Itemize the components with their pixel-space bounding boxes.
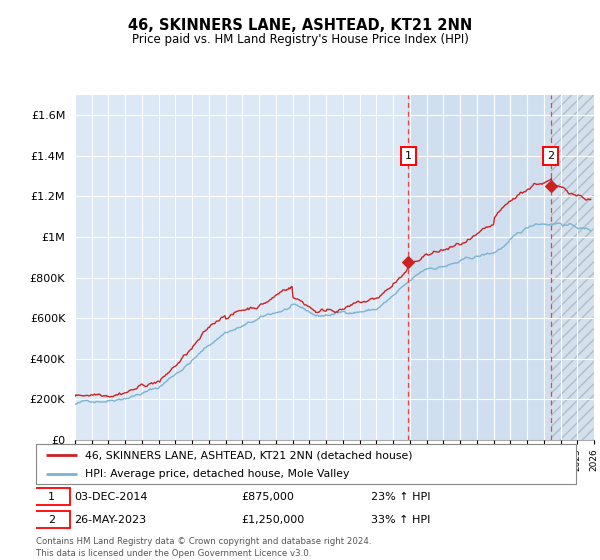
Point [546,182,556,191]
Text: Contains HM Land Registry data © Crown copyright and database right 2024.
This d: Contains HM Land Registry data © Crown c… [36,537,371,558]
FancyBboxPatch shape [34,511,70,528]
Text: £1,250,000: £1,250,000 [241,515,304,525]
Bar [409,95,551,440]
Text: 46, SKINNERS LANE, ASHTEAD, KT21 2NN (detached house): 46, SKINNERS LANE, ASHTEAD, KT21 2NN (de… [85,450,412,460]
FancyBboxPatch shape [34,488,70,505]
Text: £875,000: £875,000 [241,492,294,502]
Text: 46, SKINNERS LANE, ASHTEAD, KT21 2NN: 46, SKINNERS LANE, ASHTEAD, KT21 2NN [128,18,472,32]
Text: 1: 1 [405,151,412,161]
Text: 2: 2 [48,515,55,525]
FancyBboxPatch shape [36,444,576,484]
Bar [551,95,594,440]
Point [404,258,413,267]
Text: 33% ↑ HPI: 33% ↑ HPI [371,515,430,525]
Text: 1: 1 [48,492,55,502]
Bar [551,95,594,440]
Text: 2: 2 [547,151,554,161]
Text: 23% ↑ HPI: 23% ↑ HPI [371,492,430,502]
Text: Price paid vs. HM Land Registry's House Price Index (HPI): Price paid vs. HM Land Registry's House … [131,32,469,46]
Text: 26-MAY-2023: 26-MAY-2023 [74,515,146,525]
Text: HPI: Average price, detached house, Mole Valley: HPI: Average price, detached house, Mole… [85,469,349,479]
Text: 03-DEC-2014: 03-DEC-2014 [74,492,148,502]
